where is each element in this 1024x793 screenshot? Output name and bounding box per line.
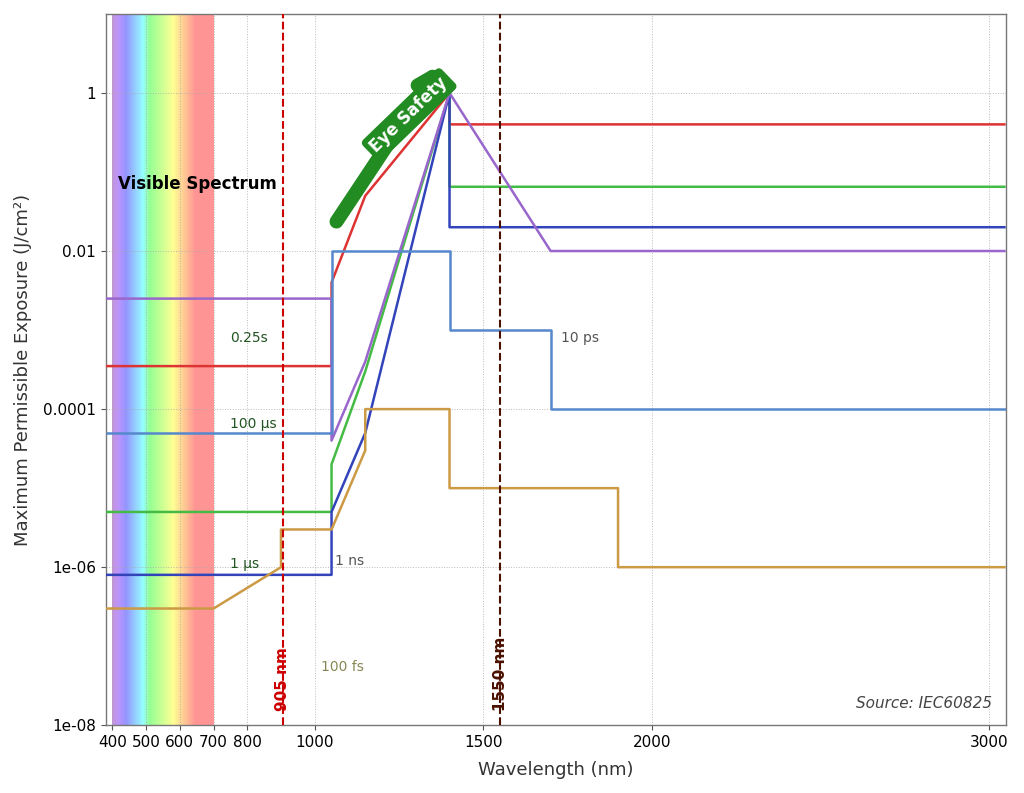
Text: 1 ns: 1 ns	[335, 554, 365, 568]
Text: 100 μs: 100 μs	[230, 417, 278, 431]
Text: 0.25s: 0.25s	[230, 331, 268, 345]
Text: Source: IEC60825: Source: IEC60825	[856, 696, 992, 711]
Text: Visible Spectrum: Visible Spectrum	[118, 175, 276, 193]
Text: 10 ps: 10 ps	[561, 331, 599, 345]
Y-axis label: Maximum Permissible Exposure (J/cm²): Maximum Permissible Exposure (J/cm²)	[14, 193, 32, 546]
Text: Eye Safety: Eye Safety	[367, 74, 452, 155]
Text: 1550 nm: 1550 nm	[493, 637, 508, 711]
Text: 1 μs: 1 μs	[230, 557, 259, 571]
Text: 100 fs: 100 fs	[322, 660, 365, 674]
Text: 905 nm: 905 nm	[275, 647, 290, 711]
X-axis label: Wavelength (nm): Wavelength (nm)	[478, 761, 634, 779]
